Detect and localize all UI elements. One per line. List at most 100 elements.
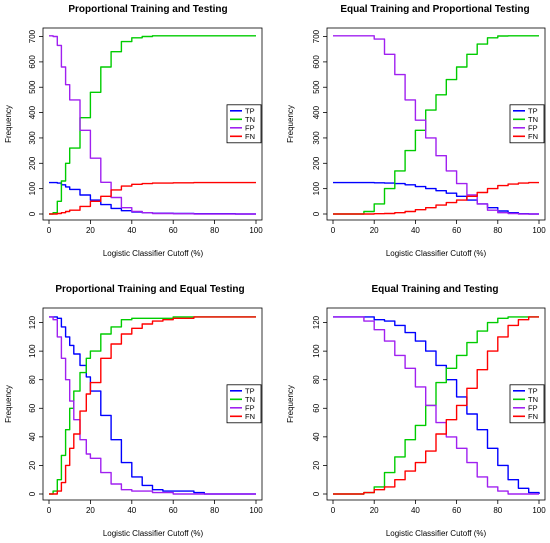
legend-label-tp: TP [245, 106, 255, 115]
series-line-tp [333, 181, 539, 215]
legend-label-tn: TN [528, 395, 538, 404]
y-tick-label: 700 [28, 29, 37, 43]
chart-panel-2: Equal Training and Proportional Testing L… [286, 4, 546, 258]
legend-label-fn: FN [528, 412, 538, 421]
y-tick-label: 0 [28, 491, 37, 496]
series-line-fp [333, 316, 539, 495]
x-tick-label: 100 [532, 226, 546, 235]
y-tick-label: 60 [28, 403, 37, 412]
legend-label-fp: FP [245, 403, 255, 412]
x-tick-label: 60 [452, 226, 461, 235]
y-tick-label: 80 [312, 375, 321, 384]
legend-label-tn: TN [245, 395, 255, 404]
x-tick-label: 0 [47, 506, 52, 515]
y-tick-label: 100 [28, 344, 37, 358]
legend-box [509, 384, 545, 424]
x-tick-label: 60 [452, 506, 461, 515]
x-tick-label: 60 [169, 506, 178, 515]
legend-label-fn: FN [528, 132, 538, 141]
y-tick-label: 120 [28, 315, 37, 329]
x-tick-label: 40 [127, 226, 136, 235]
y-tick-label: 400 [28, 105, 37, 119]
y-axis-label: Frequency [4, 385, 13, 423]
y-tick-label: 300 [312, 131, 321, 145]
series-line-tn [333, 35, 539, 215]
series-line-tp [49, 316, 256, 495]
series-line-fn [49, 181, 256, 215]
x-axis-label: Logistic Classifier Cutoff (%) [386, 249, 487, 258]
y-tick-label: 500 [28, 80, 37, 94]
x-tick-label: 20 [86, 226, 95, 235]
chart-title: Proportional Training and Equal Testing [55, 284, 244, 295]
chart-title: Equal Training and Testing [371, 284, 498, 295]
legend-label-tn: TN [245, 115, 255, 124]
y-tick-label: 80 [28, 375, 37, 384]
series-line-tn [49, 316, 256, 495]
y-axis-label: Frequency [4, 105, 13, 143]
chart-title: Proportional Training and Testing [68, 4, 227, 15]
x-tick-label: 20 [370, 226, 379, 235]
y-tick-label: 300 [28, 131, 37, 145]
x-tick-label: 40 [127, 506, 136, 515]
legend-box [226, 384, 262, 424]
plot-frame [42, 27, 263, 221]
series-line-fp [333, 35, 539, 215]
x-tick-label: 100 [249, 506, 263, 515]
series-line-fn [49, 316, 256, 495]
x-tick-label: 80 [493, 226, 502, 235]
series-line-tn [49, 35, 256, 215]
x-tick-label: 60 [169, 226, 178, 235]
y-axis-label: Frequency [286, 105, 295, 143]
x-axis-label: Logistic Classifier Cutoff (%) [386, 529, 487, 538]
series-line-fp [49, 316, 256, 495]
y-tick-label: 0 [312, 491, 321, 496]
x-tick-label: 0 [47, 226, 52, 235]
y-tick-label: 600 [28, 55, 37, 69]
y-tick-label: 120 [312, 315, 321, 329]
chart-panel-4: Equal Training and Testing Logistic Class… [286, 284, 546, 538]
x-tick-label: 40 [411, 506, 420, 515]
legend-label-tp: TP [245, 386, 255, 395]
y-tick-label: 40 [28, 432, 37, 441]
legend-label-fp: FP [245, 123, 255, 132]
series-line-fn [333, 316, 539, 495]
legend-label-tn: TN [528, 115, 538, 124]
legend-label-tp: TP [528, 386, 538, 395]
y-axis-label: Frequency [286, 385, 295, 423]
x-tick-label: 0 [331, 506, 336, 515]
x-tick-label: 100 [532, 506, 546, 515]
chart-title: Equal Training and Proportional Testing [340, 4, 529, 15]
chart-panel-1: Proportional Training and Testing Logisti… [4, 4, 263, 258]
legend-label-fp: FP [528, 403, 538, 412]
plot-frame [326, 307, 546, 501]
y-tick-label: 100 [312, 181, 321, 195]
y-tick-label: 20 [28, 460, 37, 469]
plot-frame [42, 307, 263, 501]
chart-panel-3: Proportional Training and Equal Testing L… [4, 284, 263, 538]
x-tick-label: 80 [210, 506, 219, 515]
x-tick-label: 80 [210, 226, 219, 235]
y-tick-label: 600 [312, 55, 321, 69]
legend-box [509, 104, 545, 144]
x-tick-label: 40 [411, 226, 420, 235]
y-tick-label: 40 [312, 432, 321, 441]
series-line-fp [49, 35, 256, 215]
x-tick-label: 20 [86, 506, 95, 515]
x-tick-label: 20 [370, 506, 379, 515]
y-tick-label: 20 [312, 460, 321, 469]
y-tick-label: 0 [28, 211, 37, 216]
y-tick-label: 500 [312, 80, 321, 94]
x-tick-label: 0 [331, 226, 336, 235]
legend-box [226, 104, 262, 144]
y-tick-label: 400 [312, 105, 321, 119]
y-tick-label: 0 [312, 211, 321, 216]
x-axis-label: Logistic Classifier Cutoff (%) [103, 249, 204, 258]
legend-label-fn: FN [245, 412, 255, 421]
y-tick-label: 200 [28, 156, 37, 170]
legend-label-fn: FN [245, 132, 255, 141]
x-tick-label: 80 [493, 506, 502, 515]
